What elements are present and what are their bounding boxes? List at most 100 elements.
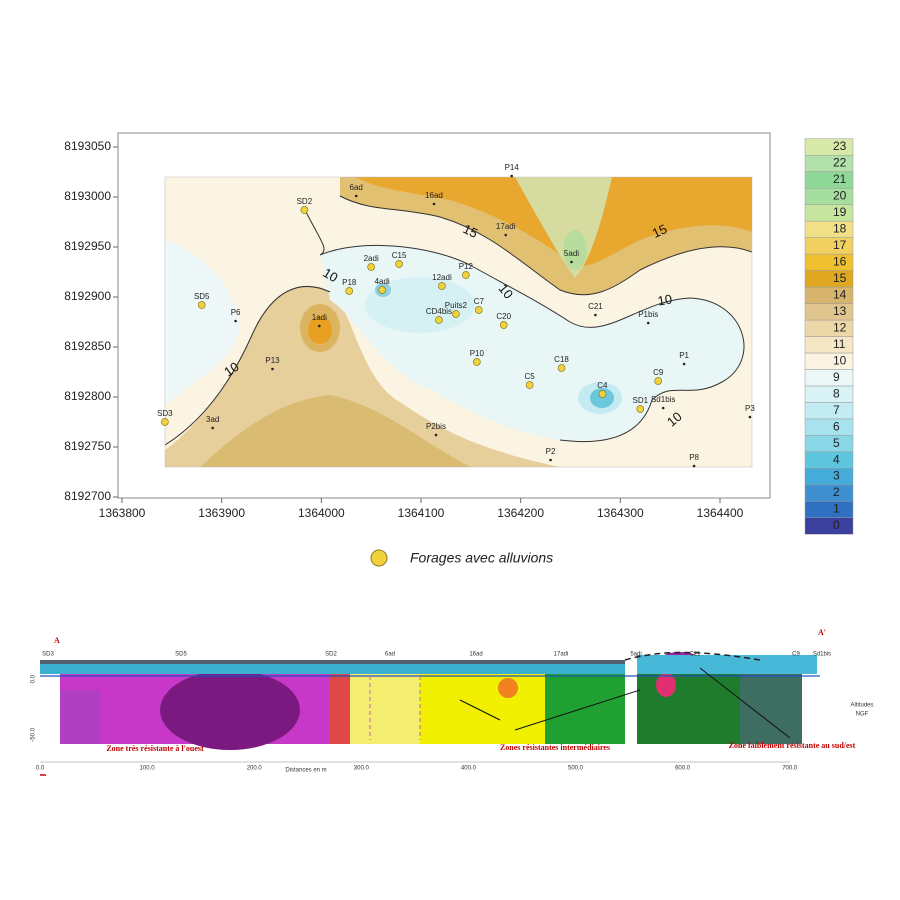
station-label: P6 bbox=[231, 308, 241, 317]
colorbar-cell bbox=[804, 402, 854, 420]
colorbar-cell bbox=[804, 451, 854, 469]
borehole bbox=[570, 260, 573, 264]
station-label: P2 bbox=[546, 447, 556, 456]
zone-label: Zone faiblement résistante au sud/est bbox=[729, 741, 856, 750]
station-label: C9 bbox=[653, 368, 664, 377]
section-station: C9 bbox=[792, 652, 800, 658]
colorbar-cell bbox=[804, 517, 854, 535]
x-tick-label: 1363900 bbox=[198, 506, 245, 520]
borehole bbox=[345, 287, 354, 295]
section-x-tick: 600.0 bbox=[675, 766, 691, 772]
zone-label: Zones résistantes intermédiaires bbox=[500, 743, 610, 752]
borehole bbox=[432, 202, 436, 206]
y-tick-label: 8192800 bbox=[64, 389, 111, 403]
station-label: 16ad bbox=[425, 191, 443, 200]
section-x-tick: 700.0 bbox=[782, 766, 798, 772]
zone-label: Zone très résistante à l'ouest bbox=[106, 744, 204, 753]
station-label: P13 bbox=[265, 356, 280, 365]
y-tick-label: 8193050 bbox=[64, 139, 111, 153]
legend-symbol bbox=[370, 549, 388, 567]
section-station: 16ad bbox=[469, 652, 482, 658]
colorbar-label: 17 bbox=[833, 238, 847, 252]
station-label: C4 bbox=[597, 381, 608, 390]
borehole bbox=[211, 426, 214, 430]
station-label: Sd1bis bbox=[651, 395, 675, 404]
station-label: P3 bbox=[745, 404, 755, 413]
station-label: CD4bis bbox=[426, 307, 452, 316]
colorbar-label: 22 bbox=[833, 156, 847, 170]
section-station: C21 bbox=[689, 652, 701, 658]
borehole bbox=[300, 206, 309, 214]
borehole bbox=[661, 406, 665, 410]
borehole bbox=[504, 233, 508, 237]
station-label: 3ad bbox=[206, 415, 219, 424]
colorbar-cell bbox=[804, 369, 854, 387]
station-label: C15 bbox=[392, 251, 407, 260]
section-y-tick: -50.0 bbox=[31, 727, 37, 741]
borehole bbox=[682, 362, 686, 366]
station-label: Puits2 bbox=[445, 301, 468, 310]
station-label: 5adi bbox=[564, 249, 579, 258]
station-label: 17adi bbox=[496, 222, 516, 231]
contour-label: 15 bbox=[461, 221, 480, 241]
side-label: NGF bbox=[856, 712, 869, 718]
borehole bbox=[434, 433, 438, 437]
station-label: SD3 bbox=[157, 409, 173, 418]
legend-label: Forages avec alluvions bbox=[410, 550, 553, 566]
section-x-tick: 400.0 bbox=[461, 766, 477, 772]
section-station: 17adi bbox=[554, 652, 569, 658]
contour-label: 15 bbox=[650, 221, 669, 241]
colorbar-label: 12 bbox=[833, 320, 847, 334]
x-tick-label: 1364100 bbox=[398, 506, 445, 520]
y-tick-label: 8192900 bbox=[64, 289, 111, 303]
contour-label: 10 bbox=[221, 359, 241, 380]
colorbar-cell bbox=[804, 501, 854, 519]
section-x-tick: 0.0 bbox=[36, 766, 45, 772]
borehole bbox=[646, 321, 650, 325]
station-label: 2adi bbox=[364, 254, 379, 263]
borehole bbox=[318, 324, 321, 328]
station-label: 1adi bbox=[312, 313, 327, 322]
section-x-tick: 100.0 bbox=[140, 766, 156, 772]
x-tick-label: 1364300 bbox=[597, 506, 644, 520]
colorbar-label: 21 bbox=[833, 172, 847, 186]
borehole bbox=[435, 316, 443, 324]
colorbar-cell bbox=[804, 385, 854, 403]
section-end: A bbox=[54, 636, 60, 645]
borehole bbox=[549, 458, 552, 462]
borehole bbox=[474, 306, 483, 314]
section-x-tick: 300.0 bbox=[354, 766, 370, 772]
colorbar-label: 13 bbox=[833, 304, 847, 318]
colorbar-label: 4 bbox=[833, 452, 840, 466]
station-label: 6ad bbox=[350, 183, 363, 192]
colorbar-label: 10 bbox=[833, 353, 847, 367]
y-tick-label: 8192750 bbox=[64, 439, 111, 453]
station-label: P1bis bbox=[638, 310, 658, 319]
section-end: A' bbox=[818, 628, 826, 637]
y-tick-label: 8192700 bbox=[64, 489, 111, 503]
borehole bbox=[598, 390, 607, 398]
borehole bbox=[395, 260, 403, 268]
x-tick-label: 1363800 bbox=[99, 506, 146, 520]
x-tick-label: 1364200 bbox=[497, 506, 544, 520]
y-tick-label: 8192850 bbox=[64, 339, 111, 353]
x-tick-label: 1364000 bbox=[298, 506, 345, 520]
x-tick-label: 1364400 bbox=[697, 506, 744, 520]
colorbar-label: 23 bbox=[833, 139, 847, 153]
station-label: P8 bbox=[689, 453, 699, 462]
station-label: 4adi bbox=[375, 277, 390, 286]
y-tick-label: 8192950 bbox=[64, 239, 111, 253]
section-station: 5adi bbox=[630, 652, 641, 658]
borehole bbox=[499, 321, 508, 329]
section-x-tick: 500.0 bbox=[568, 766, 584, 772]
colorbar-label: 1 bbox=[833, 502, 840, 516]
colorbar-label: 18 bbox=[833, 222, 847, 236]
data-area bbox=[164, 176, 753, 468]
borehole bbox=[557, 364, 566, 372]
y-tick-label: 8193000 bbox=[64, 189, 111, 203]
station-label: P12 bbox=[459, 262, 474, 271]
station-label: P10 bbox=[470, 349, 485, 358]
borehole bbox=[161, 418, 169, 426]
section-station: SD3 bbox=[42, 652, 54, 658]
